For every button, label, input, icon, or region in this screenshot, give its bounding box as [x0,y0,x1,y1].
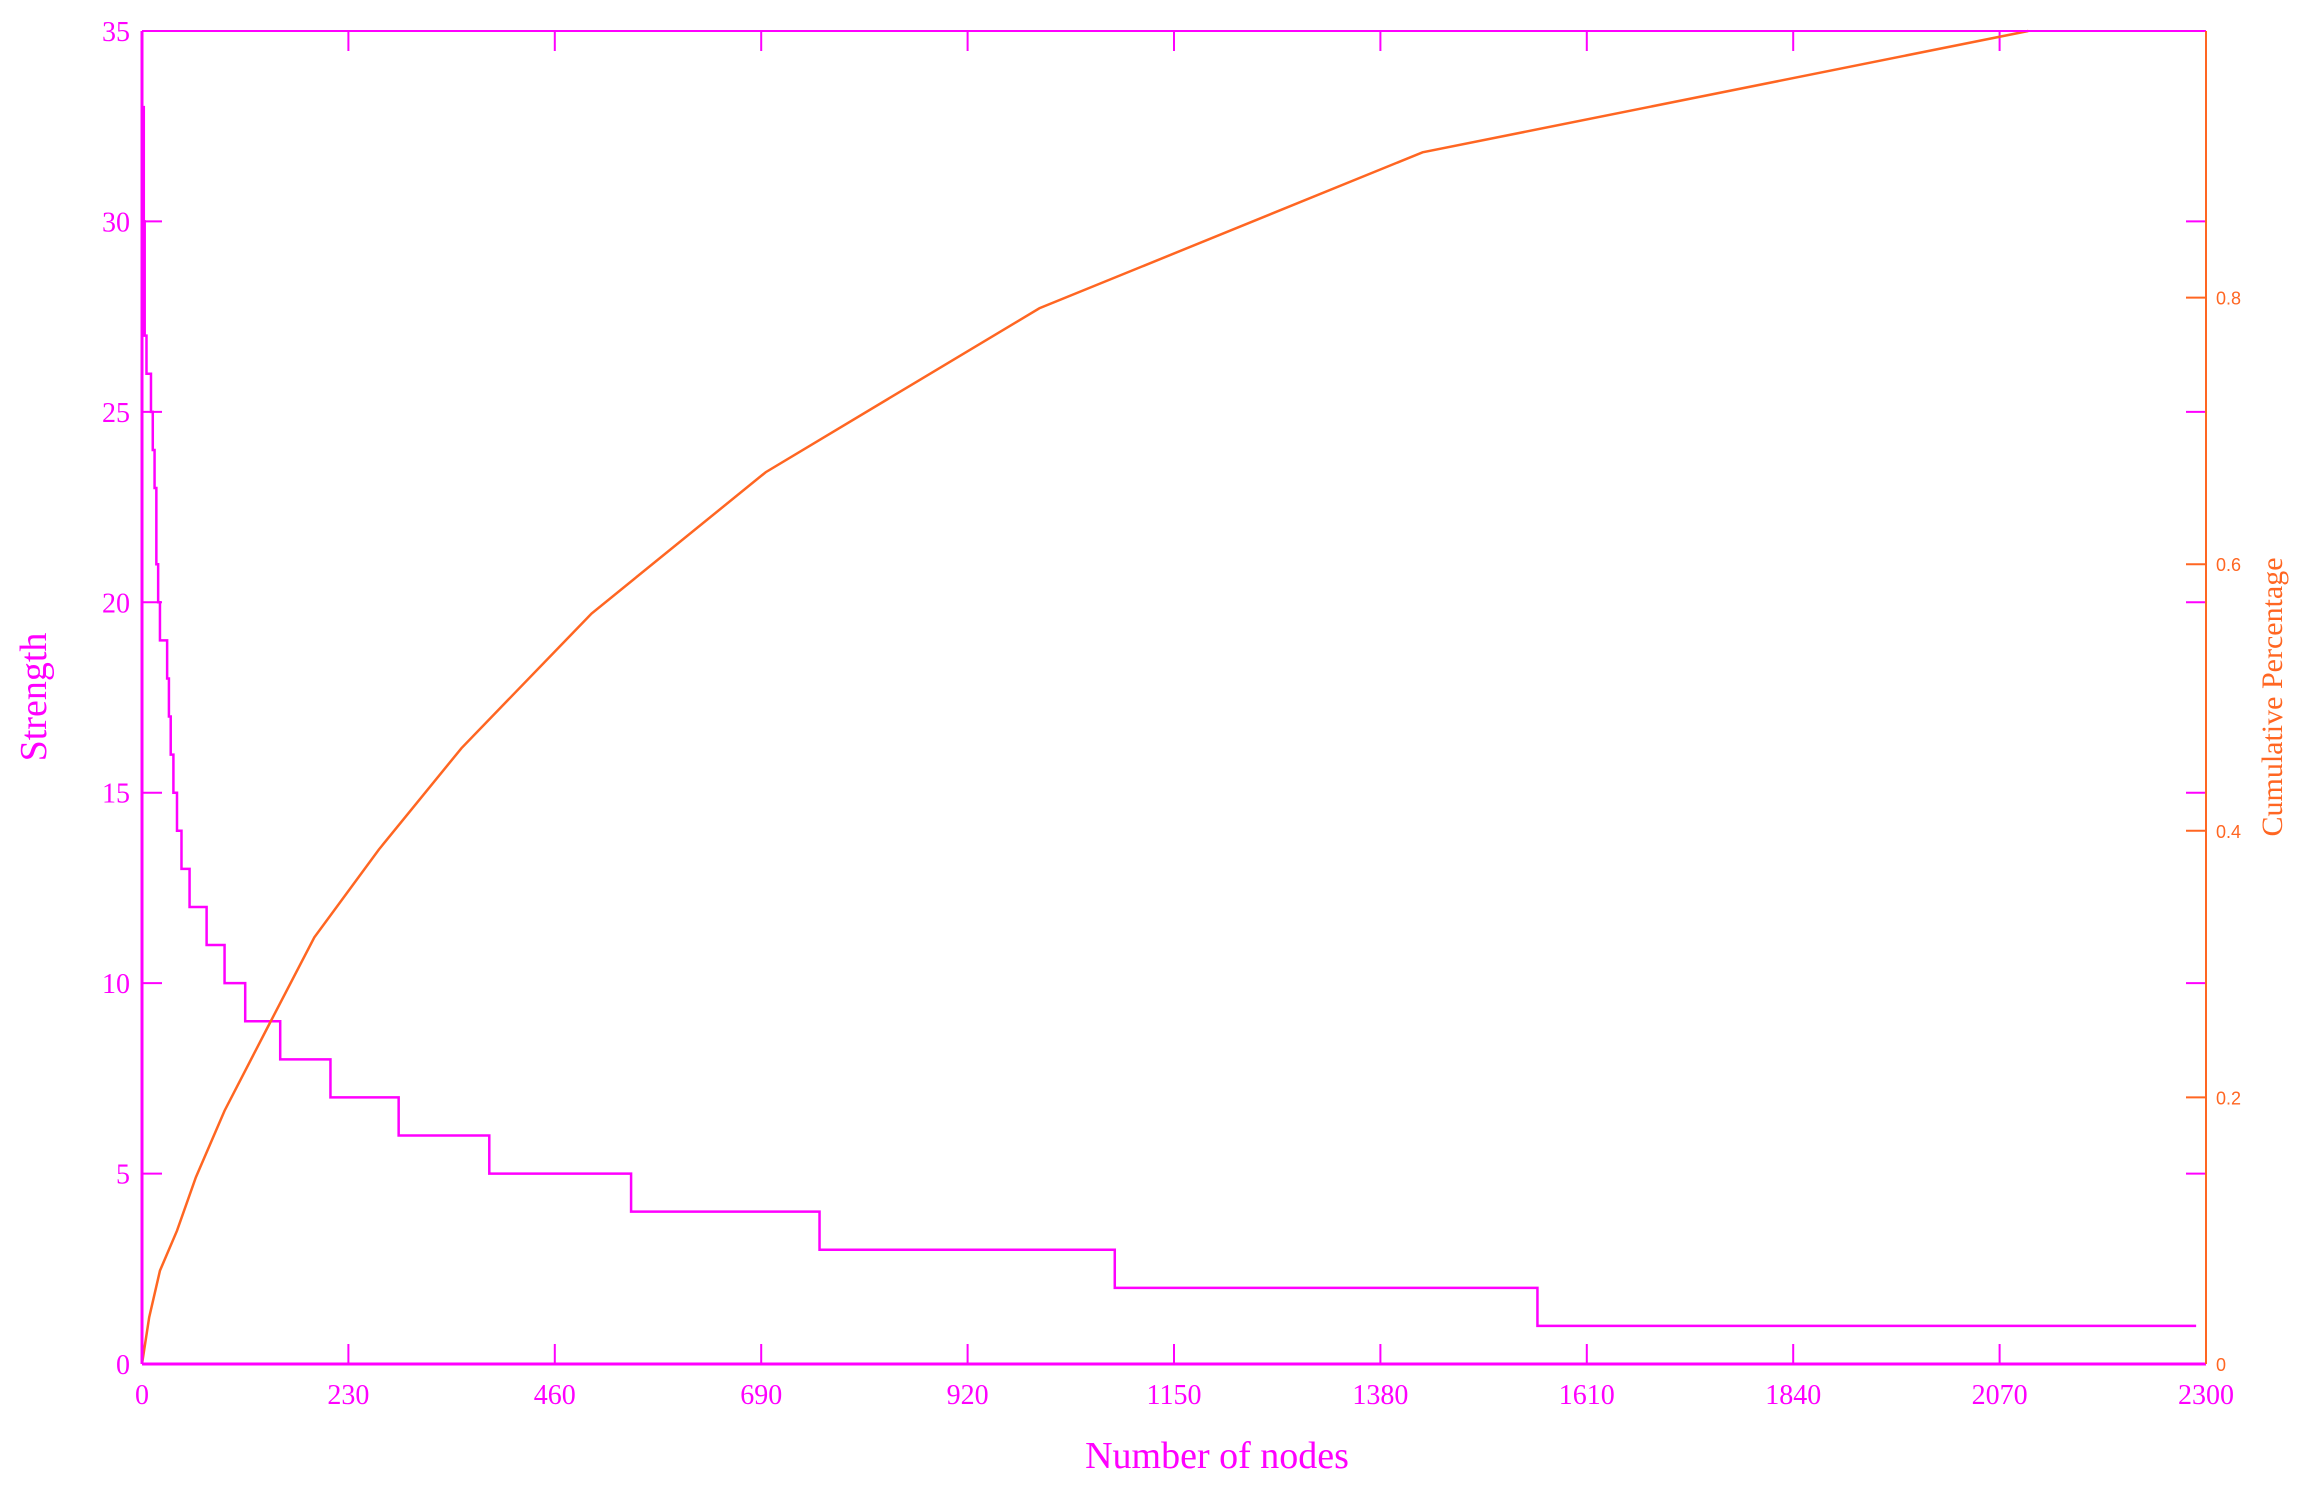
cumulative-percentage-series-line [140,29,2029,1365]
y-tick-label: 10 [102,969,130,1000]
strength-series-line [142,105,2197,1328]
y-tick-label: 20 [102,588,130,619]
y-axis-label: Strength [13,633,55,762]
y2-tick-label: 0 [2216,1355,2226,1375]
x-tick-label: 2070 [1972,1380,2028,1411]
y-tick-label: 25 [102,398,130,429]
x-axis-label: Number of nodes [1085,1435,1349,1477]
x-tick-label: 460 [534,1380,576,1411]
y2-tick-label: 0.6 [2216,555,2241,575]
y-tick-label: 5 [116,1160,130,1191]
y-tick-label: 15 [102,779,130,810]
x-tick-label: 230 [327,1380,369,1411]
x-tick-label: 1150 [1147,1380,1202,1411]
y2-axis-label: Cumulative Percentage [2256,557,2289,836]
x-tick-label: 2300 [2178,1380,2234,1411]
y2-tick-label: 0.4 [2216,822,2241,842]
y2-tick-label: 0.8 [2216,289,2241,309]
x-tick-label: 920 [947,1380,989,1411]
y-tick-label: 30 [102,207,130,238]
y-tick-label: 0 [116,1350,130,1381]
x-tick-label: 1610 [1559,1380,1615,1411]
y2-tick-label: 0.2 [2216,1088,2241,1108]
y-tick-label: 35 [102,17,130,48]
ticks [141,30,2207,1365]
x-tick-label: 690 [740,1380,782,1411]
plot-frame [140,30,2207,1366]
x-tick-label: 1840 [1765,1380,1821,1411]
x-tick-label: 0 [135,1380,149,1411]
tick-labels: 0 230 460 690 920 1150 1380 1610 1840 2070 2300 0 5 1… [102,17,2241,1411]
x-tick-label: 1380 [1352,1380,1408,1411]
